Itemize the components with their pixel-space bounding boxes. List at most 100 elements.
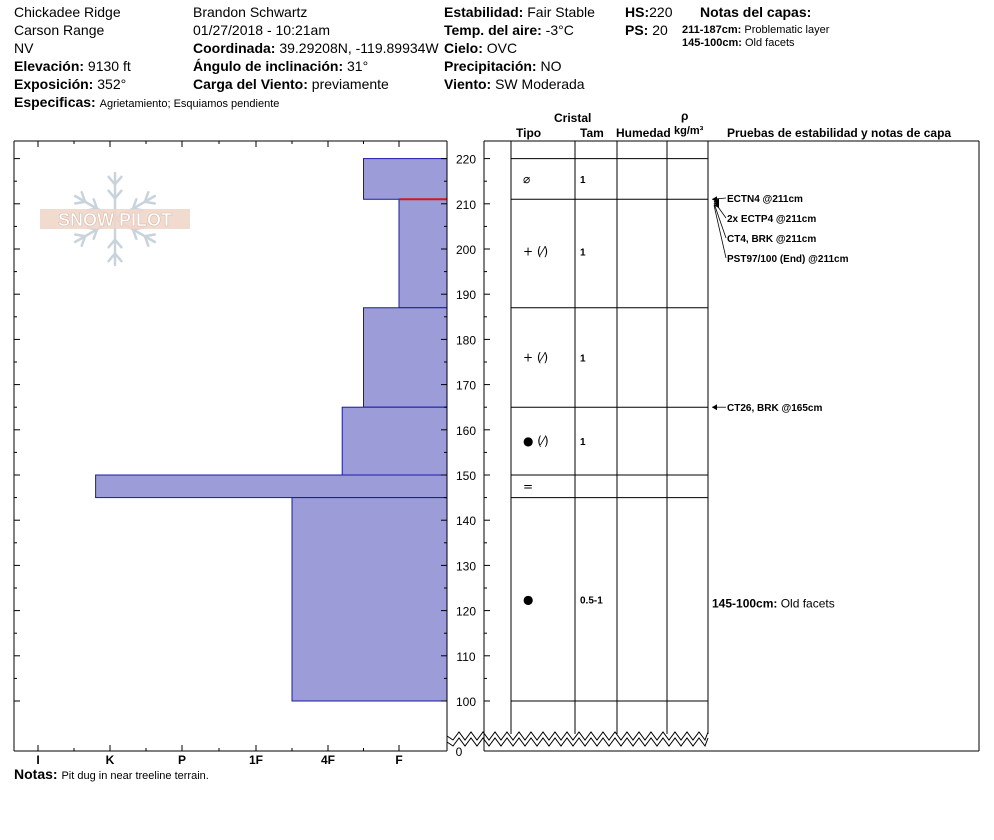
flake-branch (107, 252, 117, 263)
layer-note-2-text: Old facets (745, 37, 795, 49)
snowpilot-logo: SNOW PILOT (40, 171, 190, 267)
flake-branch (143, 233, 156, 238)
layer-note-1-text: Problematic layer (744, 24, 830, 36)
range: Carson Range (14, 22, 105, 38)
test-leader (713, 203, 727, 239)
grain-type: ● (⁄) (523, 434, 549, 448)
col-cristal: Cristal (554, 111, 592, 125)
col-tipo: Tipo (516, 126, 542, 140)
flake-branch (131, 197, 138, 210)
axis-break-zigzag (446, 731, 709, 742)
slope-value: 31° (347, 58, 369, 74)
flake-branch (80, 235, 87, 247)
stability-value: Fair Stable (527, 4, 595, 20)
sky-value: OVC (486, 40, 518, 56)
hs-value: 220 (649, 4, 673, 20)
stability-test: PST97/100 (End) @211cm (727, 254, 849, 265)
hardness-tick-label: 4F (321, 753, 335, 767)
sky-label: Cielo: (444, 40, 483, 56)
test-arrowhead (712, 404, 717, 411)
hs: HS:220 (625, 4, 672, 20)
stability: Estabilidad: Fair Stable (444, 4, 595, 20)
location: Chickadee Ridge (14, 4, 121, 20)
notes-label: Notas: (14, 766, 58, 782)
stability-label: Estabilidad: (444, 4, 524, 20)
depth-tick-label: 130 (456, 559, 476, 573)
flake-branch (74, 200, 87, 205)
sky: Cielo: OVC (444, 40, 517, 56)
depth-break-label: 0 (456, 745, 463, 759)
col-humedad: Humedad (616, 126, 671, 140)
ps-label: PS: (625, 22, 649, 38)
depth-tick-label: 120 (456, 605, 476, 619)
state: NV (14, 40, 34, 56)
precipitation: Precipitación: NO (444, 58, 561, 74)
notes: Notas: Pit dug in near treeline terrain. (14, 766, 209, 784)
air-temp-label: Temp. del aire: (444, 22, 542, 38)
specifics-label: Especificas: (14, 94, 96, 110)
depth-tick-label: 100 (456, 695, 476, 709)
stability-test: 2x ECTP4 @211cm (727, 214, 816, 225)
hardness-tick-label: 1F (249, 753, 263, 767)
aspect: Exposición: 352° (14, 76, 126, 92)
grain-size: 1 (580, 353, 586, 364)
col-density-unit: kg/m³ (674, 125, 704, 137)
stability-test: ECTN4 @211cm (727, 194, 803, 205)
wind-label: Viento: (444, 76, 492, 92)
flake-branch (92, 228, 99, 241)
coordinate-label: Coordinada: (193, 40, 276, 56)
grain-size: 1 (580, 247, 586, 258)
hardness-tick-label: F (395, 753, 402, 767)
datetime: 01/27/2018 - 10:21am (193, 22, 330, 38)
wind-value: SW Moderada (495, 76, 585, 92)
hardness-bar (363, 158, 448, 200)
air-temp-value: -3°C (545, 22, 574, 38)
flake-branch (74, 233, 87, 238)
svg-text:SNOW PILOT: SNOW PILOT (58, 210, 172, 230)
flake-branch (107, 238, 117, 249)
flake-branch (113, 252, 123, 263)
elevation-label: Elevación: (14, 58, 85, 74)
stability-test: CT26, BRK @165cm (727, 403, 822, 414)
axis-break-zigzag (446, 737, 709, 748)
flake-branch (107, 189, 117, 200)
depth-tick-label: 140 (456, 514, 476, 528)
precip-label: Precipitación: (444, 58, 537, 74)
air-temp: Temp. del aire: -3°C (444, 22, 574, 38)
flake-branch (113, 175, 123, 186)
grain-type: ⌀ (523, 172, 530, 186)
slope-angle: Ángulo de inclinación: 31° (193, 58, 368, 74)
flake-branch (92, 197, 99, 210)
flake-branch (143, 235, 150, 247)
ps: PS: 20 (625, 22, 668, 38)
specifics-value: Agrietamiento; Esquiamos pendiente (99, 98, 280, 110)
test-arrowhead (714, 202, 719, 209)
depth-tick-label: 150 (456, 469, 476, 483)
hardness-bar (363, 307, 448, 408)
layer-notes-title: Notas del capas: (700, 4, 812, 20)
flake-branch (143, 191, 150, 203)
hardness-tick-label: K (106, 753, 115, 767)
col-tam: Tam (580, 126, 604, 140)
specifics: Especificas: Agrietamiento; Esquiamos pe… (14, 94, 279, 112)
aspect-value: 352° (97, 76, 127, 92)
flake-branch (113, 238, 123, 249)
stability-test: CT4, BRK @211cm (727, 234, 816, 245)
depth-tick-label: 220 (456, 153, 476, 167)
wind-load: Carga del Viento: previamente (193, 76, 389, 92)
elevation: Elevación: 9130 ft (14, 58, 131, 74)
layer-note-1-range: 211-187cm: (682, 24, 742, 36)
depth-tick-label: 180 (456, 333, 476, 347)
depth-tick-label: 170 (456, 379, 476, 393)
aspect-label: Exposición: (14, 76, 94, 92)
observer: Brandon Schwartz (193, 4, 308, 20)
col-rho: ρ (681, 109, 689, 123)
coordinate: Coordinada: 39.29208N, -119.89934W (193, 40, 439, 56)
grain-type: + (⁄) (523, 244, 548, 258)
elevation-value: 9130 ft (87, 58, 131, 74)
notes-value: Pit dug in near treeline terrain. (61, 770, 209, 782)
depth-tick-label: 200 (456, 243, 476, 257)
grain-size: 1 (580, 175, 586, 186)
grain-size: 0.5-1 (580, 595, 603, 606)
depth-tick-label: 190 (456, 288, 476, 302)
